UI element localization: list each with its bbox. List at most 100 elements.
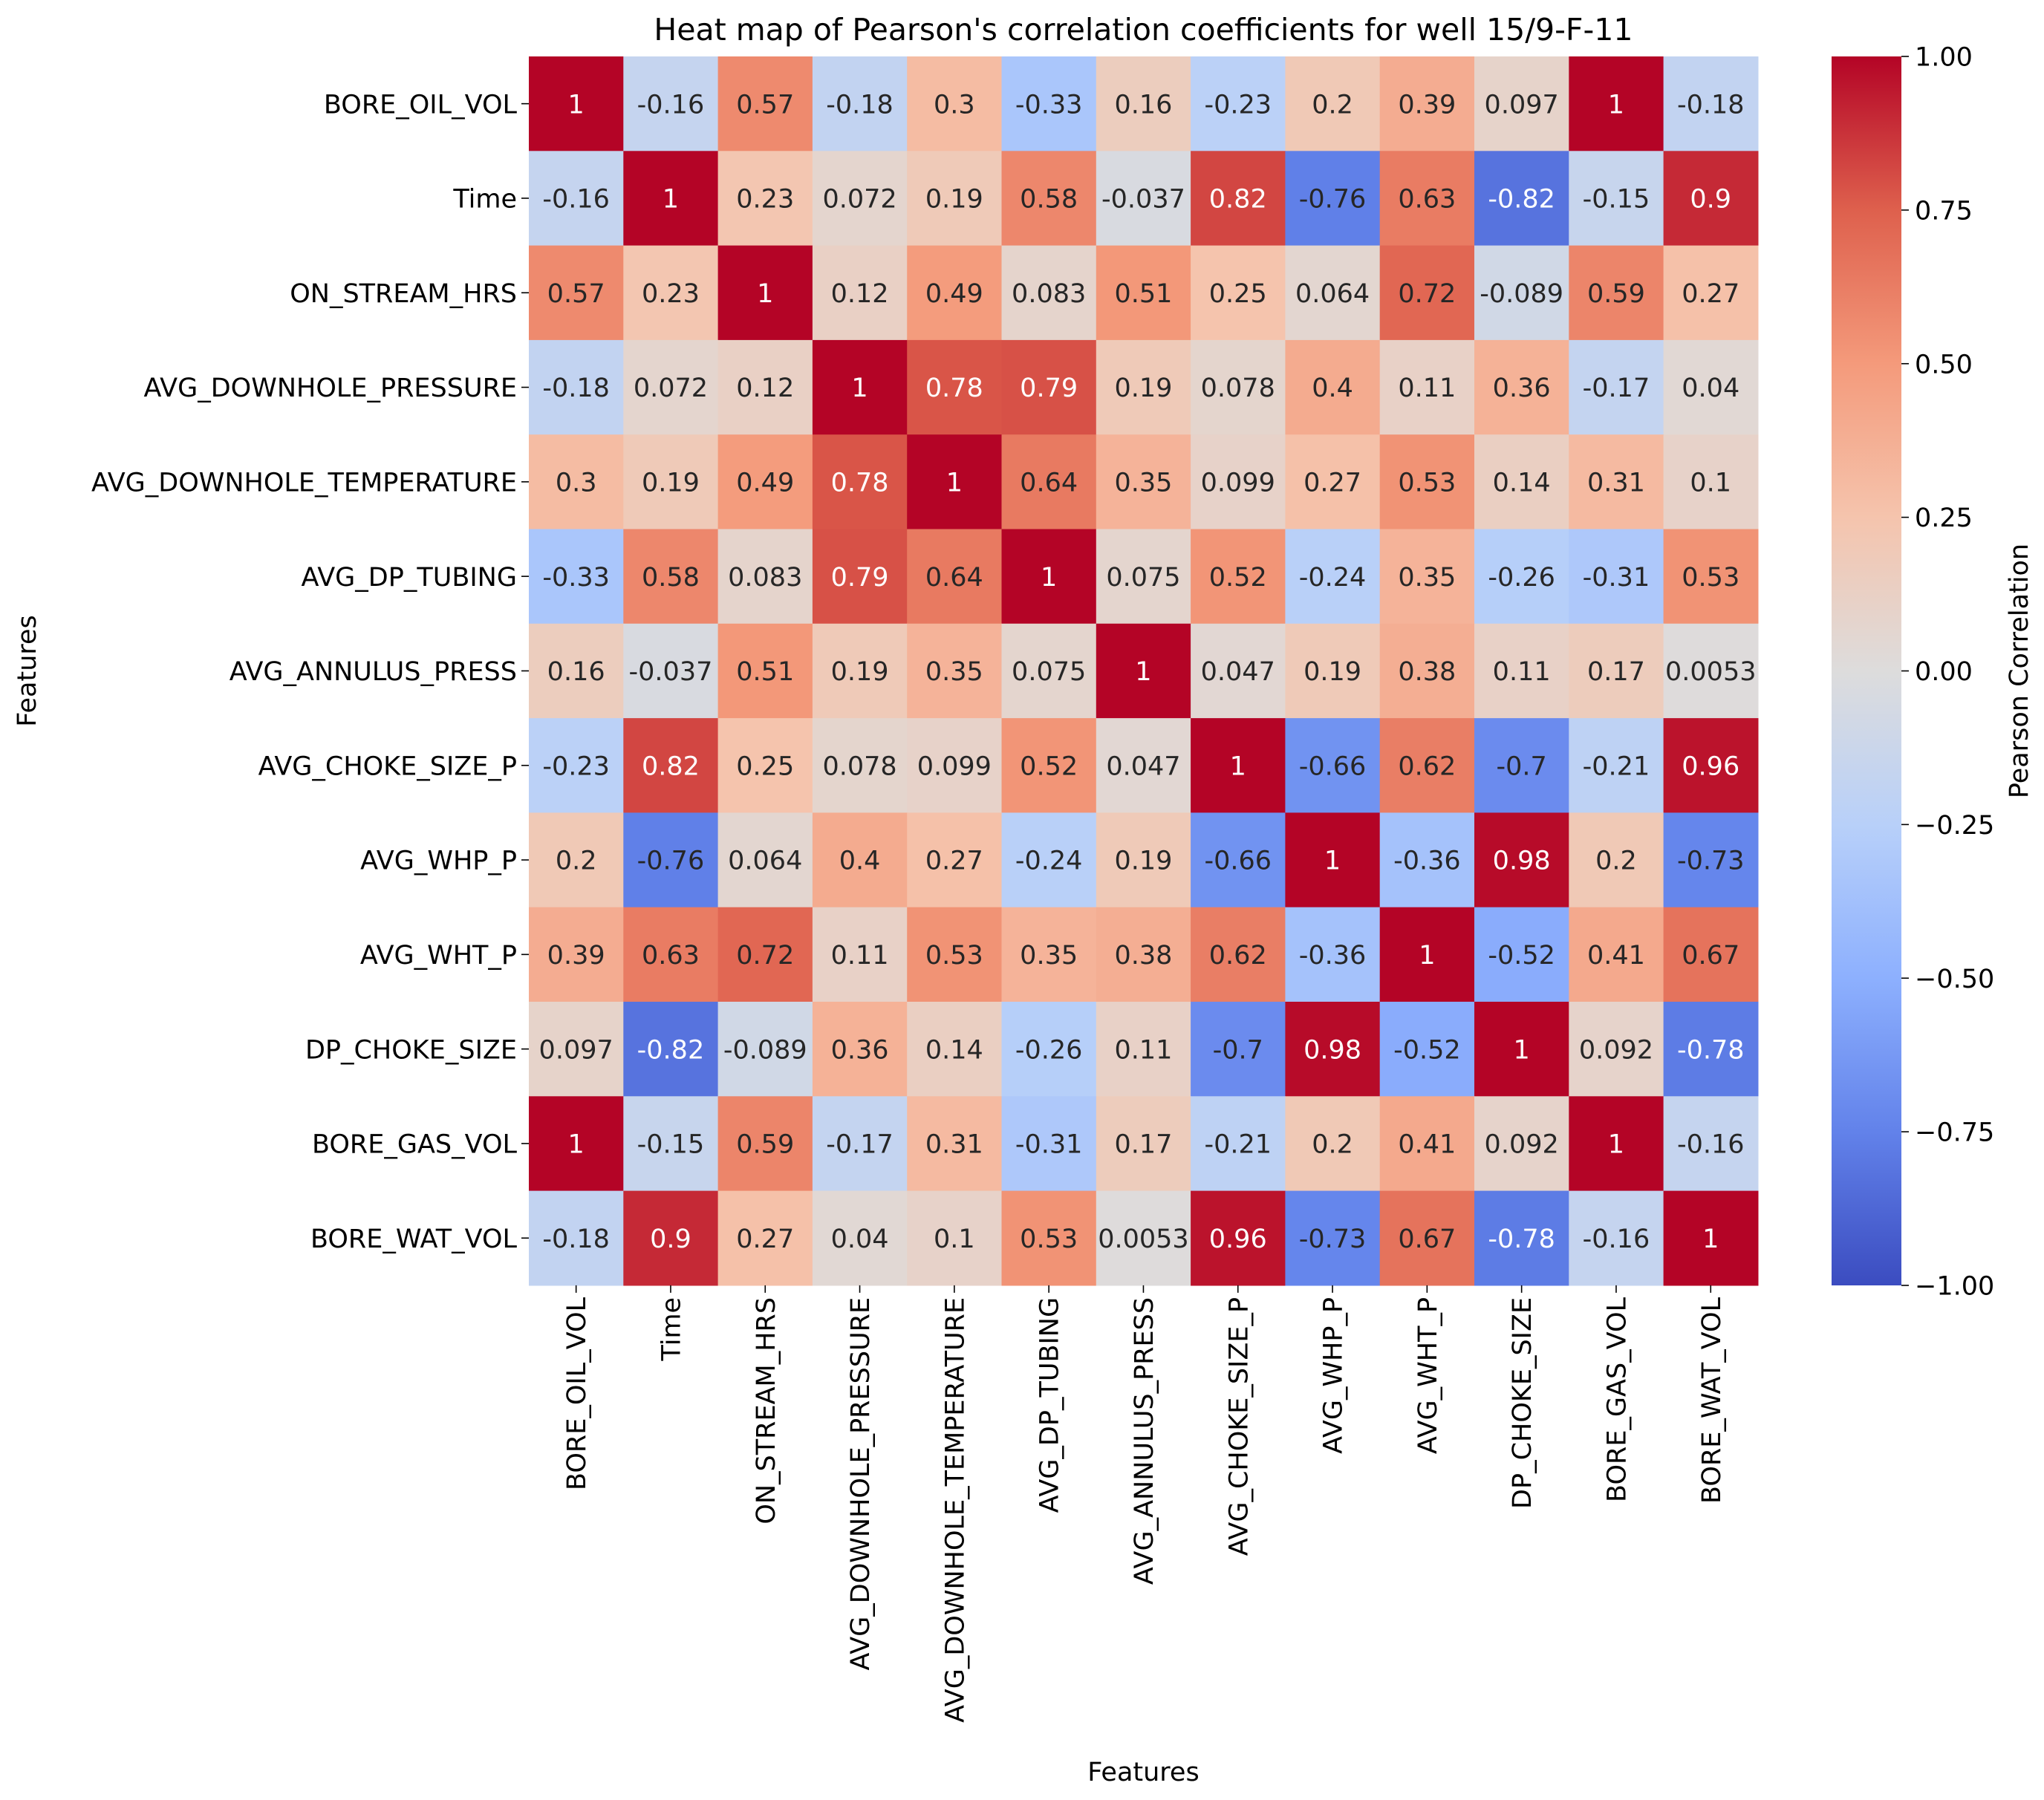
heatmap-cell [1001,1096,1097,1192]
heatmap-cell [1191,339,1286,435]
cell-annotation: 1 [1230,751,1246,781]
cell-annotation: 0.35 [1114,468,1172,498]
heatmap-cell [1379,529,1475,625]
heatmap-cell [529,151,624,247]
x-tick-label: ON_STREAM_HRS [752,1297,781,1525]
cell-annotation: 0.25 [1209,279,1267,309]
heatmap-cells: 1 -0.16 0.57 -0.18 0.3 -0.33 0.16 -0.23 0.2 0.39 0… [529,56,1759,1286]
cell-annotation: -0.17 [826,1130,894,1160]
x-tick-label: AVG_DOWNHOLE_TEMPERATURE [940,1297,970,1723]
heatmap-cell [1001,56,1097,151]
cell-annotation: 0.23 [642,279,700,309]
cell-annotation: 0.3 [934,90,975,120]
heatmap-cell [717,718,813,813]
heatmap-cell [1096,339,1191,435]
colorbar-tick-label: 0.75 [1915,196,1973,226]
cell-annotation: 0.11 [831,941,889,971]
cell-annotation: 0.49 [925,279,983,309]
heatmap-cell [623,151,719,247]
cell-annotation: 0.047 [1106,751,1180,781]
heatmap-cell [1569,907,1664,1002]
heatmap-cell [812,245,908,341]
heatmap-cell [907,529,1003,625]
y-tick-label: AVG_ANNULUS_PRESS [230,657,517,687]
heatmap-cell [1285,1002,1381,1097]
cell-annotation: -0.52 [1488,941,1555,971]
cell-annotation: 0.9 [1690,185,1731,215]
cell-annotation: 0.19 [1303,657,1361,687]
cell-annotation: 0.35 [1398,563,1456,593]
x-tick-label: Time [657,1297,687,1362]
cell-annotation: 0.78 [925,374,983,403]
heatmap-cell [623,1190,719,1286]
heatmap-cell [1191,907,1286,1002]
x-tick-label: BORE_OIL_VOL [562,1297,592,1490]
heatmap-cell [1001,1190,1097,1286]
cell-annotation: 0.27 [1303,468,1361,498]
heatmap-cell [717,56,813,151]
cell-annotation: 0.16 [547,657,605,687]
heatmap-cell [529,1002,624,1097]
heatmap-cell [1096,718,1191,813]
cell-annotation: 0.1 [1690,468,1731,498]
y-tick-label: BORE_GAS_VOL [312,1130,518,1160]
cell-annotation: -0.16 [1677,1130,1745,1160]
heatmap-cell [623,907,719,1002]
heatmap-cell [529,812,624,908]
heatmap-cell [1569,56,1664,151]
heatmap-cell [1663,529,1759,625]
cell-annotation: 1 [1041,563,1057,593]
heatmap-cell [717,907,813,1002]
cell-annotation: -0.18 [542,374,610,403]
heatmap-cell [1663,151,1759,247]
y-axis-label: Features [13,615,42,727]
cell-annotation: 1 [1702,1225,1719,1254]
cell-annotation: 1 [663,185,679,215]
heatmap-cell [1191,812,1286,908]
heatmap-cell [1569,434,1664,530]
heatmap-cell [907,1096,1003,1192]
heatmap-cell [623,623,719,719]
cell-annotation: -0.52 [1393,1035,1461,1065]
heatmap-cell [1191,718,1286,813]
cell-annotation: -0.23 [1204,90,1272,120]
heatmap-cell [1096,623,1191,719]
heatmap-cell [1285,812,1381,908]
cell-annotation: 1 [568,1130,585,1160]
heatmap-cell [1569,339,1664,435]
heatmap-cell [1191,529,1286,625]
heatmap-cell [1569,1096,1664,1192]
cell-annotation: 0.3 [556,468,597,498]
heatmap-cell [1191,1096,1286,1192]
colorbar-tick-label: −1.00 [1915,1272,1994,1302]
x-tick-label: AVG_DOWNHOLE_PRESSURE [846,1297,876,1671]
heatmap-cell [1001,151,1097,247]
cell-annotation: 0.63 [642,941,700,971]
heatmap-cell [1379,623,1475,719]
cell-annotation: -0.16 [542,185,610,215]
cell-annotation: 0.53 [1398,468,1456,498]
heatmap-cell [529,718,624,813]
cell-annotation: 0.58 [1020,185,1078,215]
cell-annotation: 0.19 [925,185,983,215]
cell-annotation: 0.51 [736,657,794,687]
heatmap-cell [1096,245,1191,341]
cell-annotation: 0.25 [736,751,794,781]
cell-annotation: 0.57 [547,279,605,309]
heatmap-cell [1096,1002,1191,1097]
heatmap-cell [1663,1002,1759,1097]
heatmap-cell [1001,434,1097,530]
cell-annotation: 0.2 [1595,847,1637,876]
cell-annotation: 0.59 [736,1130,794,1160]
heatmap-cell [907,434,1003,530]
cell-annotation: 0.23 [736,185,794,215]
colorbar-tick-label: −0.50 [1915,965,1994,994]
heatmap-cell [623,529,719,625]
colorbar-label: Pearson Correlation [2005,544,2034,798]
y-tick-label: Time [452,185,517,215]
heatmap-cell [1569,1002,1664,1097]
heatmap-cell [1569,1190,1664,1286]
cell-annotation: 1 [851,374,868,403]
heatmap-cell [1569,529,1664,625]
